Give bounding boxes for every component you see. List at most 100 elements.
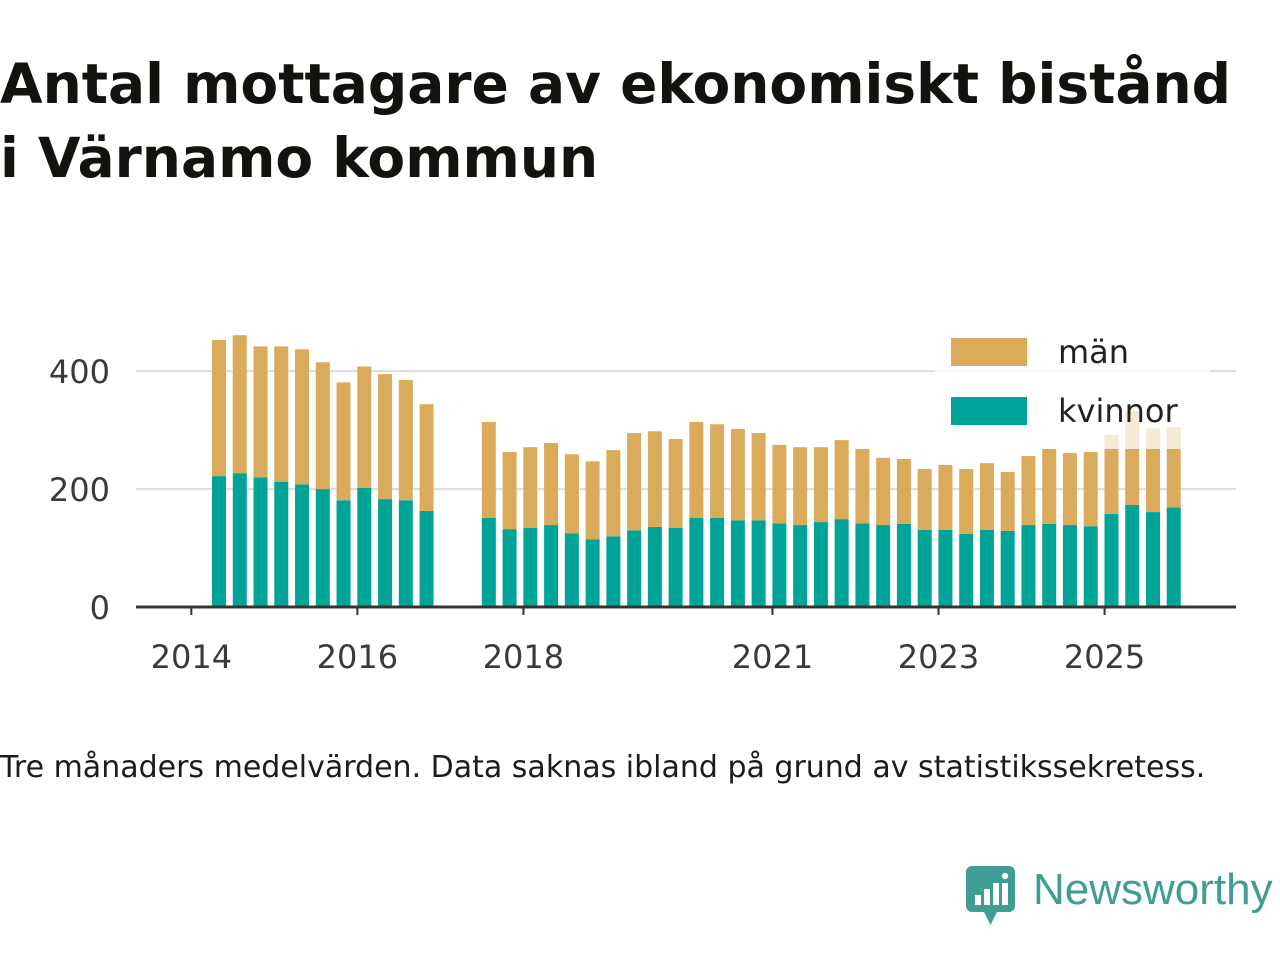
logo-bar [993, 883, 999, 905]
logo-bar [975, 895, 981, 905]
bar-kvinnor [979, 529, 994, 607]
bar-man [730, 428, 745, 521]
bar-kvinnor [917, 529, 932, 607]
bar-man [1083, 451, 1098, 527]
bar-man [1145, 428, 1160, 513]
bar-man [917, 469, 932, 530]
x-tick-label: 2014 [151, 638, 232, 676]
bar-kvinnor [793, 525, 808, 607]
bar-kvinnor [689, 517, 704, 607]
bar-man [834, 440, 849, 520]
bar-kvinnor [502, 529, 517, 607]
bar-kvinnor [274, 482, 289, 607]
bar-man [627, 433, 642, 531]
bar-kvinnor [419, 510, 434, 607]
bar-man [398, 380, 413, 501]
bar-kvinnor [1125, 505, 1140, 607]
bar-kvinnor [481, 517, 496, 607]
bar-kvinnor [585, 539, 600, 607]
x-tick-label: 2023 [898, 638, 979, 676]
bar-kvinnor [357, 487, 372, 607]
y-tick-label: 0 [90, 589, 110, 627]
bar-man [357, 366, 372, 488]
logo-bar [1002, 883, 1008, 905]
bar-kvinnor [232, 473, 247, 607]
bar-man [813, 447, 828, 523]
brand-logo: Newsworthy [966, 865, 1276, 927]
brand-name: Newsworthy [1033, 865, 1273, 914]
bar-man [564, 454, 579, 534]
bar-man [938, 464, 953, 530]
bar-man [1104, 434, 1119, 514]
bar-man [419, 404, 434, 511]
bar-kvinnor [398, 500, 413, 607]
legend-label-man: män [1058, 333, 1129, 371]
chart-title-line-1: Antal mottagare av ekonomiskt bistånd [0, 52, 1232, 116]
bar-kvinnor [336, 500, 351, 607]
bar-kvinnor [938, 529, 953, 607]
bar-man [378, 374, 393, 500]
bar-kvinnor [876, 525, 891, 607]
bar-kvinnor [627, 530, 642, 607]
legend: män kvinnor [935, 325, 1210, 449]
bar-man [1021, 456, 1036, 526]
bar-man [212, 339, 227, 477]
bar-man [315, 362, 330, 490]
bar-man [855, 448, 870, 524]
legend-swatch-man [951, 338, 1027, 366]
bar-man [1042, 448, 1057, 524]
footnote: Tre månaders medelvärden. Data saknas ib… [0, 750, 1206, 785]
bar-kvinnor [1083, 526, 1098, 607]
bar-kvinnor [253, 477, 268, 607]
bar-kvinnor [378, 499, 393, 607]
bars [212, 335, 1181, 607]
bar-kvinnor [710, 517, 725, 607]
x-tick-label: 2016 [317, 638, 398, 676]
x-tick-label: 2025 [1064, 638, 1145, 676]
bar-kvinnor [1166, 507, 1181, 607]
bar-kvinnor [564, 533, 579, 607]
bar-kvinnor [647, 526, 662, 607]
y-tick-label: 200 [49, 471, 110, 509]
x-axis: 2014 2016 2018 2021 2023 2025 [136, 605, 1236, 676]
bar-kvinnor [1062, 525, 1077, 607]
logo-bar [984, 889, 990, 905]
bar-man [585, 461, 600, 540]
bar-man [274, 346, 289, 483]
bar-man [606, 450, 621, 537]
bar-kvinnor [1021, 525, 1036, 607]
logo-bubble-shape [966, 866, 1015, 925]
bar-man [876, 457, 891, 526]
bar-man [523, 447, 538, 528]
bar-kvinnor [959, 533, 974, 607]
bar-kvinnor [772, 523, 787, 607]
bar-man [896, 459, 911, 524]
bar-kvinnor [1042, 523, 1057, 607]
bar-man [1000, 471, 1015, 531]
bar-kvinnor [295, 484, 310, 607]
bar-kvinnor [1000, 530, 1015, 607]
bar-kvinnor [730, 520, 745, 607]
bar-kvinnor [834, 519, 849, 607]
bar-kvinnor [855, 523, 870, 607]
bar-kvinnor [1145, 512, 1160, 607]
bar-kvinnor [523, 527, 538, 607]
bar-kvinnor [544, 525, 559, 607]
bar-man [772, 444, 787, 524]
bar-man [647, 431, 662, 527]
bar-man [979, 463, 994, 530]
bar-man [959, 469, 974, 534]
newsworthy-logo-icon [966, 866, 1015, 925]
bar-kvinnor [813, 522, 828, 607]
bar-kvinnor [751, 520, 766, 607]
bar-man [295, 349, 310, 485]
bar-man [232, 335, 247, 474]
bar-man [253, 346, 268, 478]
bar-man [710, 424, 725, 518]
y-axis: 0 200 400 [49, 353, 110, 627]
bar-kvinnor [315, 489, 330, 607]
y-tick-label: 400 [49, 353, 110, 391]
x-tick-label: 2021 [732, 638, 813, 676]
